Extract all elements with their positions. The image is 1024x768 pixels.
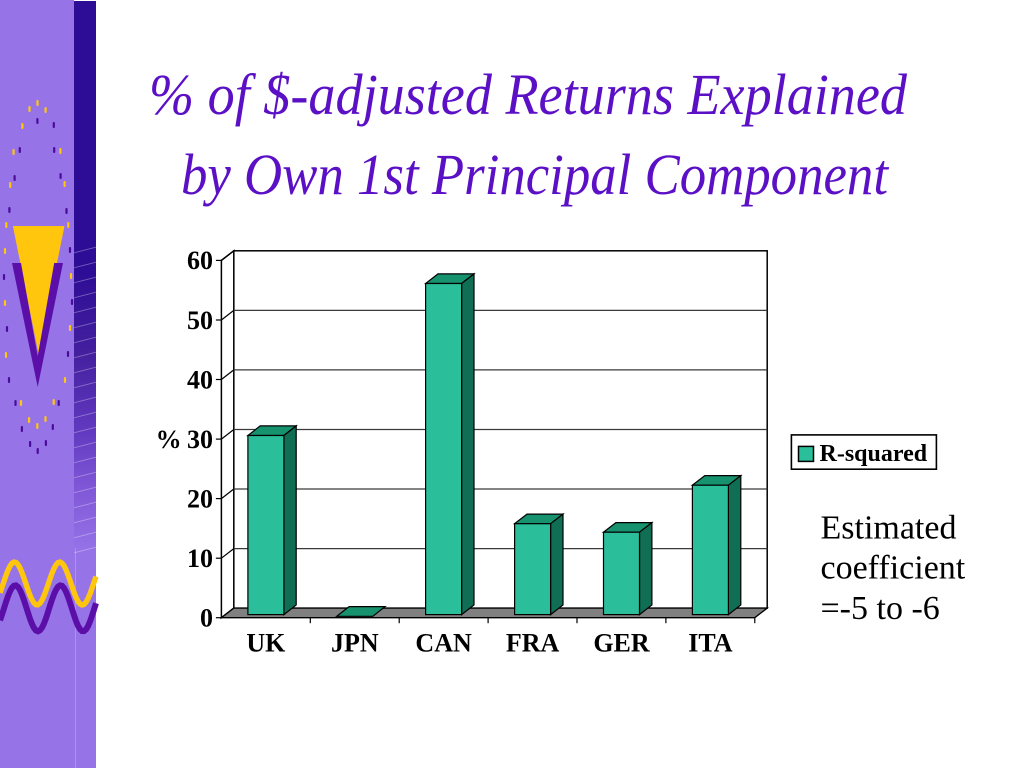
svg-text:30: 30 <box>187 425 213 454</box>
svg-text:CAN: CAN <box>415 629 472 658</box>
svg-text:Estimated: Estimated <box>821 510 957 547</box>
svg-text:0: 0 <box>200 604 213 633</box>
svg-text:GER: GER <box>593 629 650 658</box>
svg-text:coefficient: coefficient <box>821 550 966 587</box>
svg-text:JPN: JPN <box>331 629 379 658</box>
svg-text:FRA: FRA <box>506 629 560 658</box>
svg-text:R-squared: R-squared <box>820 441 928 467</box>
svg-text:10: 10 <box>187 544 213 573</box>
svg-text:40: 40 <box>187 365 213 394</box>
svg-text:UK: UK <box>246 629 286 658</box>
svg-text:% of $-adjusted Returns Explai: % of $-adjusted Returns Explained <box>149 62 908 127</box>
svg-text:%: % <box>156 425 182 454</box>
svg-text:50: 50 <box>187 306 213 335</box>
svg-text:20: 20 <box>187 484 213 513</box>
svg-text:by Own 1st Principal Component: by Own 1st Principal Component <box>181 142 890 207</box>
svg-text:=-5 to -6: =-5 to -6 <box>821 590 940 627</box>
svg-text:60: 60 <box>187 246 213 275</box>
svg-text:ITA: ITA <box>688 629 733 658</box>
